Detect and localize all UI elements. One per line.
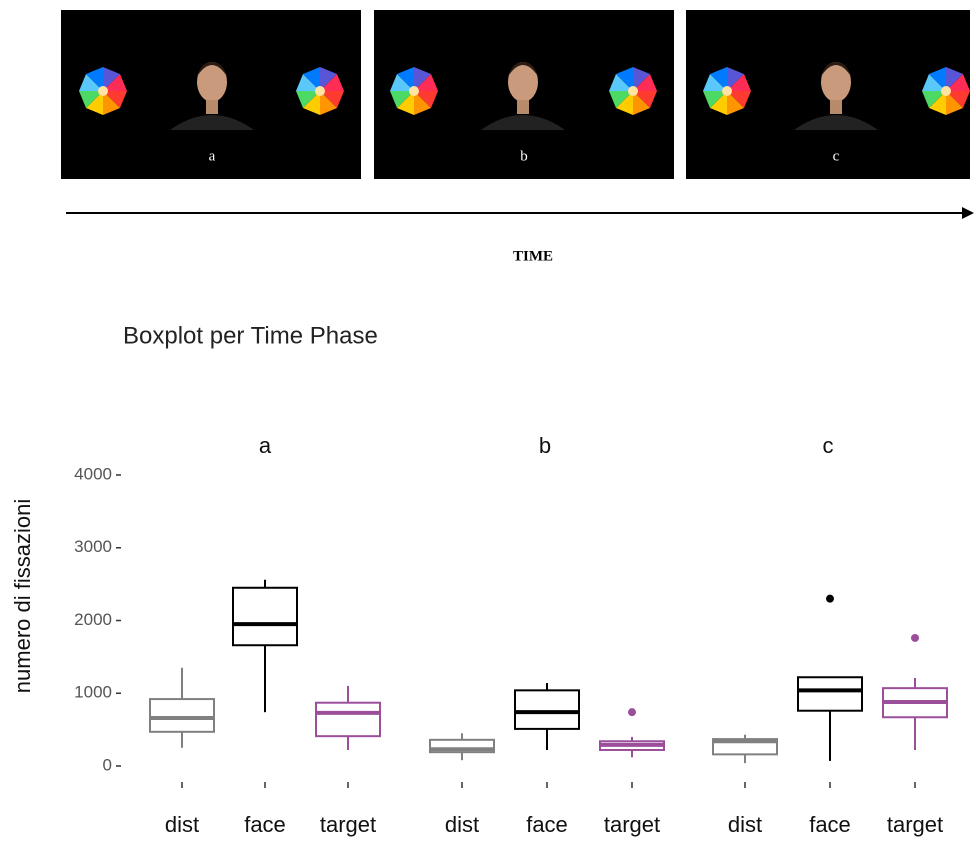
y-tick-label: 1000 xyxy=(74,683,112,702)
spiral xyxy=(296,67,344,115)
time-label: TIME xyxy=(513,248,553,264)
y-tick-label: 4000 xyxy=(74,464,112,483)
facet-label: b xyxy=(539,433,551,458)
stimulus-frames: a b c xyxy=(61,10,970,179)
box xyxy=(515,690,579,729)
spiral xyxy=(390,67,438,115)
spiral xyxy=(703,67,751,115)
outlier xyxy=(911,634,919,642)
y-tick-label: 2000 xyxy=(74,610,112,629)
frame-label: c xyxy=(833,148,840,164)
frame-label: a xyxy=(209,148,216,164)
page: a b c TIME Boxplot per Time Phase numero… xyxy=(0,0,976,841)
facet-label: c xyxy=(823,433,834,458)
x-tick-label: target xyxy=(320,812,376,837)
outlier xyxy=(826,595,834,603)
spiral xyxy=(609,67,657,115)
y-tick-label: 0 xyxy=(103,755,112,774)
box xyxy=(798,677,862,710)
outlier xyxy=(628,708,636,716)
box xyxy=(233,588,297,645)
box xyxy=(150,699,214,732)
x-tick-label: target xyxy=(887,812,943,837)
arrow-head xyxy=(962,207,974,219)
spiral xyxy=(79,67,127,115)
box xyxy=(316,703,380,736)
x-tick-label: target xyxy=(604,812,660,837)
x-tick-label: dist xyxy=(165,812,199,837)
x-tick-label: face xyxy=(526,812,568,837)
x-tick-label: face xyxy=(809,812,851,837)
plot: 0 1000 2000 3000 4000 a dist face target b dist fac… xyxy=(74,433,947,837)
spiral xyxy=(922,67,970,115)
x-tick-label: dist xyxy=(445,812,479,837)
frame-label: b xyxy=(520,148,528,164)
figure: a b c TIME Boxplot per Time Phase numero… xyxy=(0,0,976,841)
x-tick-label: dist xyxy=(728,812,762,837)
y-tick-label: 3000 xyxy=(74,537,112,556)
y-axis-label: numero di fissazioni xyxy=(10,499,35,693)
chart-title: Boxplot per Time Phase xyxy=(123,322,378,349)
x-tick-label: face xyxy=(244,812,286,837)
facet-label: a xyxy=(259,433,272,458)
